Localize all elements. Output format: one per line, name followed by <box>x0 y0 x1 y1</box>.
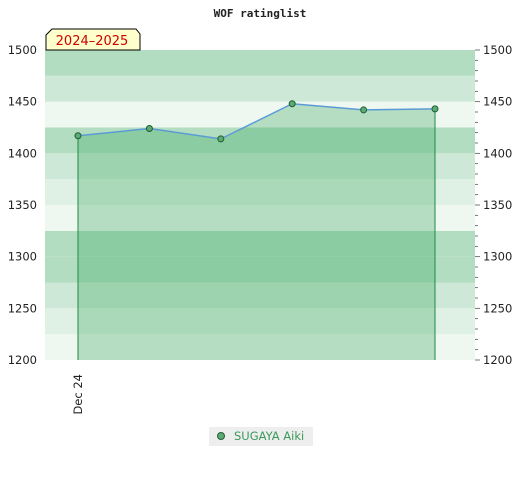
y-tick-label-right: 1350 <box>483 198 512 212</box>
y-tick-label-left: 1350 <box>8 198 37 212</box>
background-band <box>45 50 475 76</box>
chart-title: WOF ratinglist <box>214 7 307 20</box>
legend-background <box>209 427 313 446</box>
x-tick-label: Dec 24 <box>71 374 85 415</box>
y-tick-label-right: 1450 <box>483 95 512 109</box>
background-band <box>45 205 475 231</box>
background-band <box>45 308 475 335</box>
data-point <box>217 135 225 143</box>
rating-markers <box>74 100 439 143</box>
background-band <box>45 75 475 102</box>
y-axis-right: 1200 1250 1300 1350 1400 1450 1500 <box>475 43 512 367</box>
y-tick-label-left: 1200 <box>8 353 37 367</box>
rating-area <box>77 103 436 360</box>
y-tick-label-right: 1400 <box>483 146 512 160</box>
y-tick-label-right: 1250 <box>483 301 512 315</box>
data-point <box>360 106 368 114</box>
y-tick-label-left: 1450 <box>8 95 37 109</box>
y-tick-label-left: 1500 <box>8 43 37 57</box>
y-tick-label-left: 1300 <box>8 250 37 264</box>
background-band <box>45 282 475 309</box>
data-point <box>74 132 82 140</box>
series-line-sugaya-aiki <box>77 102 436 140</box>
background-band <box>45 101 475 128</box>
background-band <box>45 256 475 283</box>
y-axis-left: 1200 1250 1300 1350 1400 1450 1500 <box>8 43 37 367</box>
y-tick-label-left: 1250 <box>8 301 37 315</box>
rating-line <box>77 102 436 140</box>
background-band <box>45 230 475 257</box>
legend-label: SUGAYA Aiki <box>234 429 304 443</box>
data-point <box>145 125 153 133</box>
background-band <box>45 334 475 360</box>
y-tick-label-right: 1300 <box>483 250 512 264</box>
legend-marker <box>217 432 225 440</box>
season-label-border <box>45 28 141 51</box>
y-tick-label-right: 1200 <box>483 353 512 367</box>
season-label-box: 2024–2025 <box>45 28 141 51</box>
data-point <box>431 105 439 113</box>
background-bands <box>45 50 475 360</box>
background-band <box>45 179 475 205</box>
x-axis: Dec 24 <box>71 374 85 415</box>
area-fill <box>78 103 435 360</box>
y-tick-label-left: 1400 <box>8 146 37 160</box>
y-tick-label-right: 1500 <box>483 43 512 57</box>
data-point <box>288 100 296 108</box>
season-label: 2024–2025 <box>56 34 129 49</box>
background-band <box>45 153 475 180</box>
legend[interactable]: SUGAYA Aiki <box>209 427 313 446</box>
